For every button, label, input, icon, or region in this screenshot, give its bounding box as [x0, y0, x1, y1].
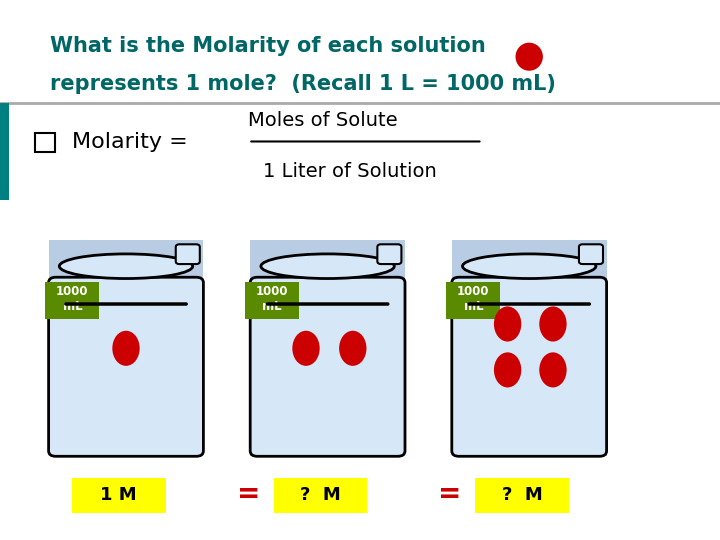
Text: 1 M: 1 M: [101, 486, 137, 504]
Text: Molarity =: Molarity =: [72, 132, 195, 152]
FancyBboxPatch shape: [245, 282, 299, 319]
FancyBboxPatch shape: [72, 478, 166, 513]
Text: 1 Liter of Solution: 1 Liter of Solution: [263, 162, 436, 181]
FancyBboxPatch shape: [45, 282, 99, 319]
Text: =: =: [237, 480, 260, 508]
FancyBboxPatch shape: [176, 244, 199, 264]
Text: What is the Molarity of each solution: What is the Molarity of each solution: [50, 36, 486, 56]
FancyBboxPatch shape: [452, 240, 606, 456]
Ellipse shape: [539, 306, 567, 342]
FancyBboxPatch shape: [377, 244, 402, 264]
FancyBboxPatch shape: [446, 282, 500, 319]
Ellipse shape: [59, 254, 193, 279]
FancyBboxPatch shape: [475, 478, 569, 513]
Ellipse shape: [462, 254, 596, 279]
Text: 1000
mL: 1000 mL: [56, 285, 89, 313]
Ellipse shape: [261, 254, 395, 279]
Ellipse shape: [494, 306, 521, 342]
Text: ?  M: ? M: [502, 486, 542, 504]
Text: 1000
mL: 1000 mL: [256, 285, 288, 313]
FancyBboxPatch shape: [251, 277, 405, 456]
FancyBboxPatch shape: [0, 103, 9, 200]
FancyBboxPatch shape: [251, 240, 405, 456]
Text: 1000
mL: 1000 mL: [457, 285, 490, 313]
Ellipse shape: [516, 43, 543, 71]
FancyBboxPatch shape: [35, 133, 55, 152]
Text: =: =: [438, 480, 462, 508]
Ellipse shape: [112, 330, 140, 366]
FancyBboxPatch shape: [48, 277, 203, 456]
Ellipse shape: [494, 352, 521, 388]
FancyBboxPatch shape: [452, 277, 606, 456]
Text: Moles of Solute: Moles of Solute: [248, 111, 398, 130]
Text: represents 1 mole?  (Recall 1 L = 1000 mL): represents 1 mole? (Recall 1 L = 1000 mL…: [50, 73, 557, 94]
FancyBboxPatch shape: [48, 240, 203, 456]
FancyBboxPatch shape: [579, 244, 603, 264]
FancyBboxPatch shape: [274, 478, 367, 513]
Ellipse shape: [292, 330, 320, 366]
Ellipse shape: [539, 352, 567, 388]
Text: ?  M: ? M: [300, 486, 341, 504]
Ellipse shape: [339, 330, 366, 366]
